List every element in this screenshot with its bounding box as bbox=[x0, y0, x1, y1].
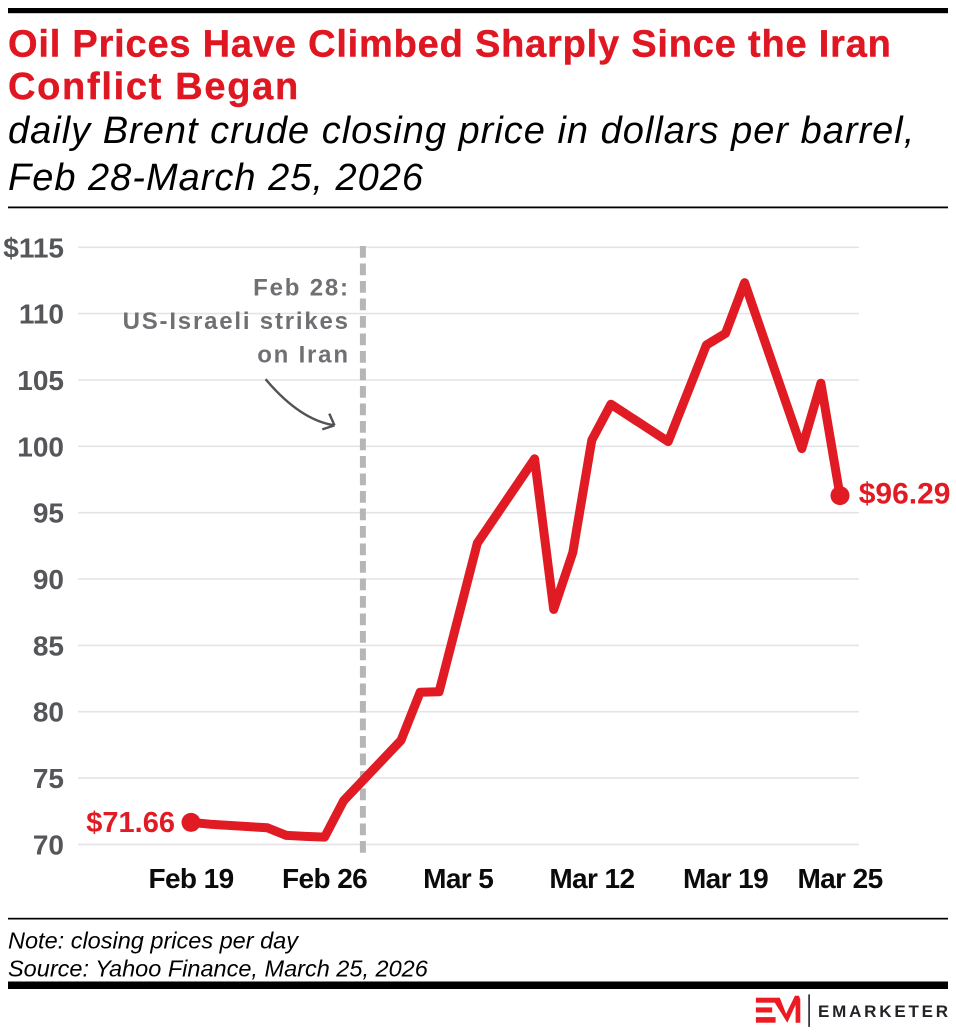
svg-text:70: 70 bbox=[33, 829, 64, 860]
svg-text:$71.66: $71.66 bbox=[86, 807, 175, 839]
svg-text:110: 110 bbox=[19, 299, 64, 330]
svg-text:Source: Yahoo Finance, March 2: Source: Yahoo Finance, March 25, 2026 bbox=[8, 956, 429, 982]
svg-text:US-Israeli strikes: US-Israeli strikes bbox=[123, 308, 350, 335]
svg-text:Conflict Began: Conflict Began bbox=[8, 66, 300, 108]
svg-text:Mar 5: Mar 5 bbox=[423, 863, 493, 894]
svg-text:on Iran: on Iran bbox=[257, 342, 350, 369]
svg-text:Mar 12: Mar 12 bbox=[549, 863, 634, 894]
svg-text:Feb 28-March 25, 2026: Feb 28-March 25, 2026 bbox=[8, 157, 424, 199]
svg-text:EMARKETER: EMARKETER bbox=[818, 1002, 951, 1021]
svg-text:daily Brent crude closing pric: daily Brent crude closing price in dolla… bbox=[8, 110, 915, 152]
svg-text:75: 75 bbox=[33, 763, 64, 794]
svg-text:95: 95 bbox=[33, 498, 64, 529]
svg-text:105: 105 bbox=[17, 365, 64, 396]
svg-text:$96.29: $96.29 bbox=[859, 478, 951, 511]
svg-text:85: 85 bbox=[33, 630, 64, 661]
svg-text:100: 100 bbox=[17, 431, 64, 462]
svg-text:Mar 25: Mar 25 bbox=[797, 863, 882, 894]
svg-text:90: 90 bbox=[33, 564, 64, 595]
svg-text:Feb 26: Feb 26 bbox=[282, 863, 367, 894]
svg-text:Feb 19: Feb 19 bbox=[148, 863, 233, 894]
svg-text:80: 80 bbox=[33, 697, 64, 728]
svg-text:Mar 19: Mar 19 bbox=[683, 863, 768, 894]
svg-text:Oil Prices Have Climbed Sharpl: Oil Prices Have Climbed Sharply Since th… bbox=[8, 24, 892, 66]
svg-text:Note: closing prices per day: Note: closing prices per day bbox=[8, 928, 299, 954]
svg-text:$115: $115 bbox=[3, 232, 64, 263]
svg-text:Feb 28:: Feb 28: bbox=[253, 275, 350, 302]
